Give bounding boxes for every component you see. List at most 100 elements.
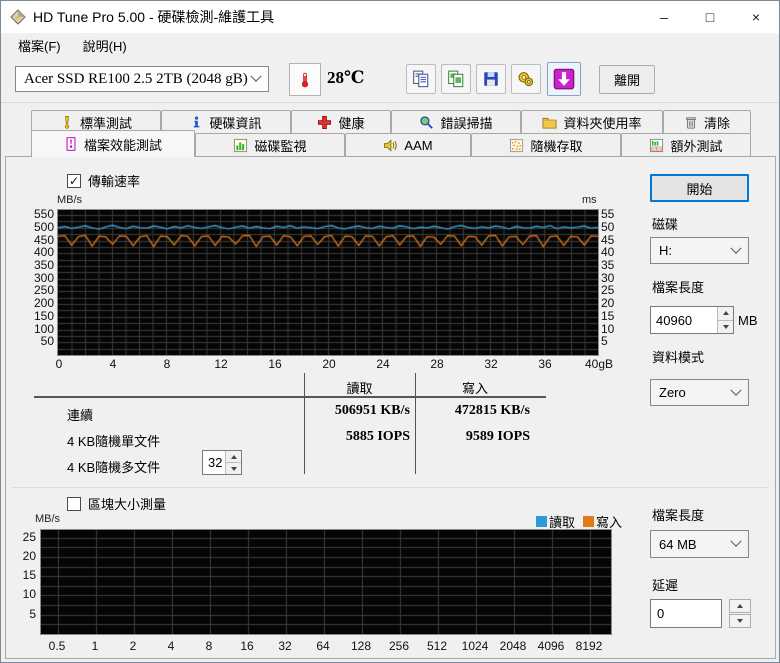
tab-health[interactable]: 健康 [291, 110, 391, 133]
chart2-ylabel: MB/s [35, 513, 61, 525]
axis-tick-label: 25 [601, 283, 615, 298]
axis-tick-label: 8 [163, 357, 171, 371]
drive-select-value: Acer SSD RE100 2.5 2TB (2048 gB) [24, 70, 248, 87]
axis-tick-label: 5 [29, 606, 36, 621]
axis-tick-label: 0.5 [48, 639, 66, 653]
tab-label: 磁碟監視 [254, 138, 307, 154]
save-button[interactable] [476, 64, 506, 94]
start-button-label: 開始 [686, 181, 713, 197]
chevron-down-icon [730, 384, 742, 396]
spinner-down-button[interactable] [718, 319, 733, 333]
read-swatch-icon [536, 516, 547, 527]
temperature-button[interactable] [289, 63, 321, 96]
tab-label: 清除 [703, 115, 730, 131]
speaker-icon [384, 138, 398, 152]
tab-error-scan[interactable]: 錯誤掃描 [391, 110, 521, 133]
axis-tick-label: 40gB [584, 357, 614, 371]
data-pattern-select[interactable]: Zero [650, 379, 749, 406]
axis-tick-label: 1 [91, 639, 99, 653]
read-column-header: 讀取 [346, 381, 373, 396]
block-file-length-select[interactable]: 64 MB [650, 530, 749, 558]
axis-tick-label: 20 [322, 357, 336, 371]
temperature-value: 28℃ [327, 68, 365, 87]
tab-disk-monitor[interactable]: 磁碟監視 [195, 133, 345, 156]
block-file-length-label: 檔案長度 [652, 508, 705, 523]
trash-icon [685, 117, 696, 128]
file-length-spinner[interactable]: 40960 [650, 306, 734, 334]
spinner-down-button[interactable] [226, 462, 241, 474]
tab-folder-usage[interactable]: 資料夾使用率 [521, 110, 663, 133]
delay-input[interactable]: 0 [650, 599, 722, 628]
chart1-ylabel-right: ms [582, 194, 597, 206]
minimize-button[interactable]: – [660, 9, 668, 25]
axis-tick-label: 16 [240, 639, 254, 653]
legend-read: 讀取 [536, 512, 575, 531]
checkbox-unchecked-icon [67, 496, 81, 511]
axis-tick-label: 400 [33, 245, 54, 260]
download-button[interactable] [547, 62, 581, 96]
tab-disk-info[interactable]: 硬碟資訊 [161, 110, 291, 133]
delay-up-button[interactable] [729, 599, 751, 613]
tab-label: 錯誤掃描 [440, 115, 493, 131]
section-divider [12, 487, 769, 488]
table-divider [304, 373, 305, 474]
save-icon [484, 72, 498, 86]
table-divider [415, 373, 416, 474]
block-size-checkbox[interactable]: 區塊大小測量 [67, 494, 166, 513]
exclamation-icon [64, 115, 70, 129]
axis-tick-label: 24 [376, 357, 390, 371]
options-button[interactable] [511, 64, 541, 94]
options-icon [518, 72, 534, 87]
copy-image-button[interactable] [441, 64, 471, 94]
chart1-ylabel-left: MB/s [57, 194, 83, 206]
axis-tick-label: 8 [205, 639, 213, 653]
axis-tick-label: 50 [601, 219, 615, 234]
random-access-icon [510, 138, 524, 152]
queue-depth-value: 32 [208, 455, 223, 470]
tab-erase[interactable]: 清除 [663, 110, 751, 133]
axis-tick-label: 16 [268, 357, 282, 371]
queue-depth-spinner[interactable]: 32 [202, 450, 242, 475]
axis-tick-label: 32 [278, 639, 292, 653]
tab-standard-test[interactable]: 標準測試 [31, 110, 161, 133]
drive-select[interactable]: Acer SSD RE100 2.5 2TB (2048 gB) [15, 66, 269, 92]
chevron-down-icon [730, 535, 742, 547]
spinner-up-button[interactable] [718, 307, 733, 320]
legend-write: 寫入 [583, 512, 622, 531]
tab-aam[interactable]: AAM [345, 133, 471, 156]
spinner-up-button[interactable] [226, 451, 241, 462]
sequential-write-value: 472815 KB/s [454, 403, 530, 418]
axis-tick-label: 2 [129, 639, 137, 653]
axis-tick-label: 15 [601, 308, 615, 323]
axis-tick-label: 200 [33, 296, 54, 311]
tab-file-benchmark[interactable]: 檔案效能測試 [31, 130, 195, 157]
axis-tick-label: 20 [22, 548, 36, 563]
menu-help[interactable]: 說明(H) [82, 38, 127, 54]
row-4k-single-label: 4 KB隨機單文件 [67, 434, 161, 449]
axis-tick-label: 40 [601, 245, 615, 260]
menu-file[interactable]: 檔案(F) [18, 38, 61, 54]
write-swatch-icon [583, 516, 595, 527]
app-logo-icon [10, 9, 26, 25]
tab-extra-tests[interactable]: 額外測試 [621, 133, 751, 156]
exit-button[interactable]: 離開 [599, 65, 655, 94]
disk-select[interactable]: H: [650, 237, 749, 264]
axis-tick-label: 350 [33, 257, 54, 272]
axis-tick-label: 10 [601, 321, 615, 336]
file-length-label: 檔案長度 [652, 280, 705, 295]
delay-down-button[interactable] [729, 614, 751, 628]
menubar: 檔案(F) 說明(H) [1, 33, 779, 57]
start-button[interactable]: 開始 [650, 174, 749, 202]
axis-tick-label: 30 [601, 270, 615, 285]
transfer-rate-checkbox[interactable]: ✓ 傳輸速率 [67, 171, 140, 190]
row-4k-multi-label: 4 KB隨機多文件 [67, 460, 161, 475]
axis-tick-label: 512 [426, 639, 448, 653]
file-benchmark-panel: ✓ 傳輸速率 MB/s ms 讀取 寫入 連續 506951 KB/s 4728… [5, 156, 776, 659]
chevron-down-icon [730, 242, 742, 254]
extra-tests-icon [650, 138, 664, 152]
copy-text-button[interactable] [406, 64, 436, 94]
disk-select-value: H: [659, 243, 672, 258]
close-button[interactable]: × [751, 9, 761, 25]
tab-random-access[interactable]: 隨機存取 [471, 133, 621, 156]
maximize-button[interactable]: □ [705, 9, 715, 25]
